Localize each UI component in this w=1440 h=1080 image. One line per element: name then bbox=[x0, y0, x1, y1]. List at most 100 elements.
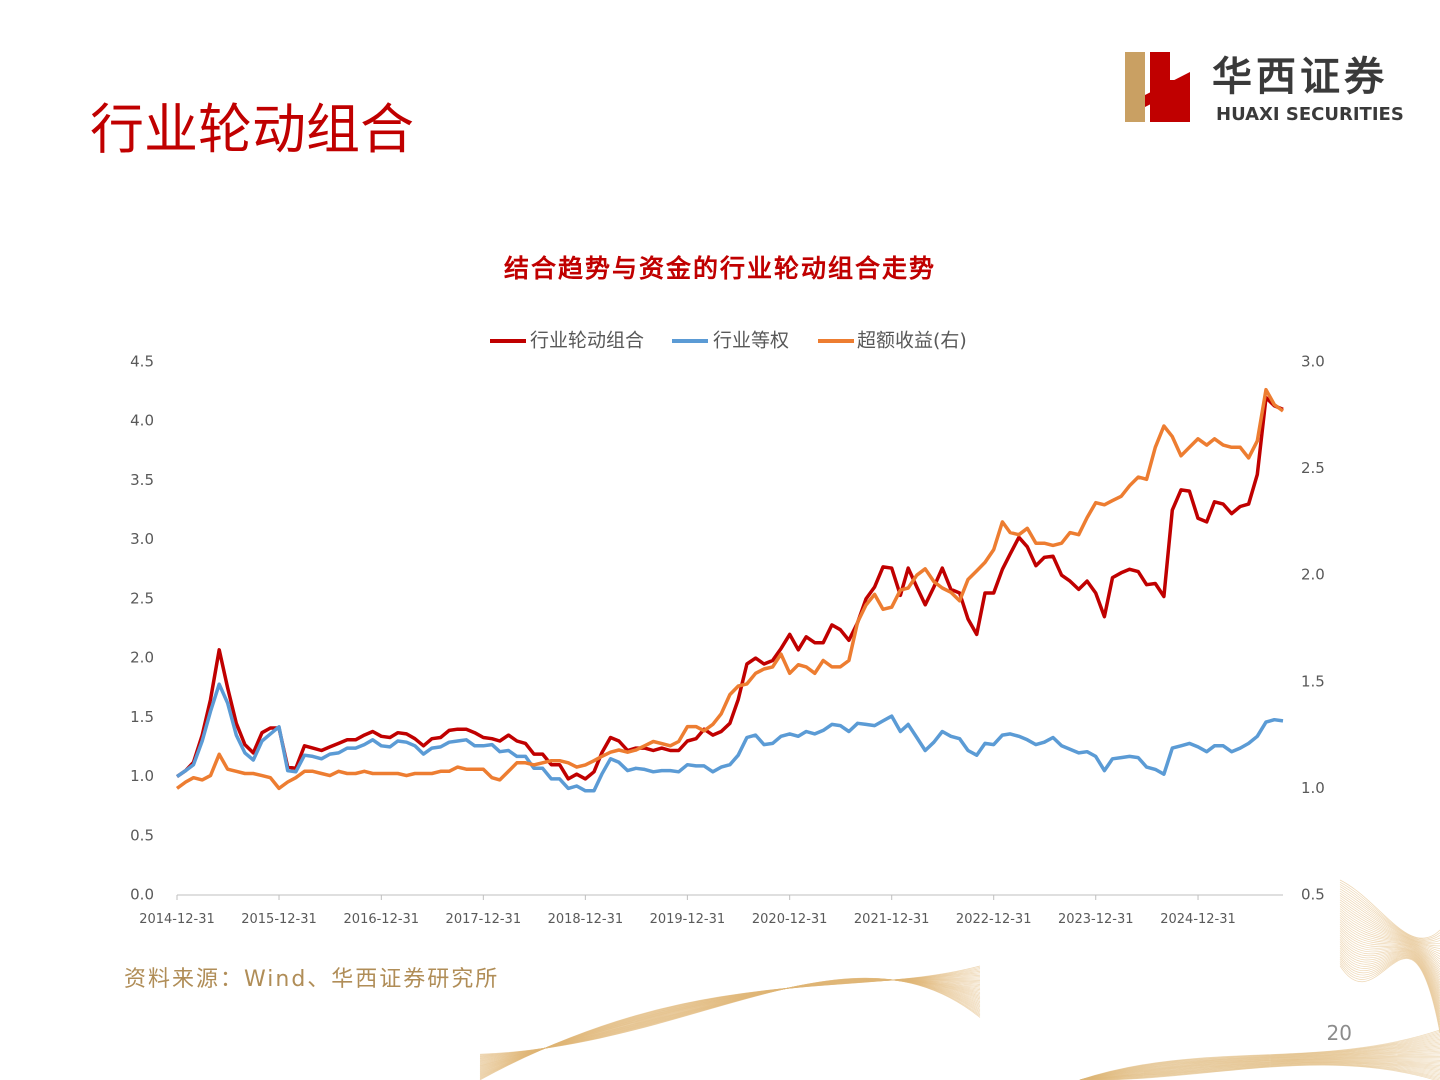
series-line bbox=[175, 387, 1285, 791]
x-tick-label: 2018-12-31 bbox=[548, 912, 624, 927]
x-tick-label: 2021-12-31 bbox=[854, 912, 930, 927]
decoration-wave bbox=[479, 979, 981, 1064]
decoration-wave bbox=[1339, 917, 1440, 976]
y-tick-label: 3.0 bbox=[130, 530, 154, 548]
decoration-wave bbox=[1339, 919, 1440, 978]
decoration-wave bbox=[1339, 941, 1440, 1005]
decoration-wave bbox=[1339, 923, 1440, 983]
decoration-wave bbox=[1339, 897, 1440, 952]
slide-title: 行业轮动组合 bbox=[90, 98, 414, 161]
decoration-wave bbox=[1339, 892, 1440, 947]
y-tick-label: 1.5 bbox=[130, 708, 154, 726]
logo-icon bbox=[1125, 52, 1190, 122]
decoration-wave bbox=[1339, 943, 1440, 1007]
y-tick-label: 0.0 bbox=[130, 886, 154, 904]
decoration-wave bbox=[479, 979, 981, 1070]
decoration-wave bbox=[1339, 921, 1440, 981]
decoration-wave bbox=[1339, 928, 1440, 989]
decoration-wave bbox=[1339, 930, 1440, 991]
decoration-wave bbox=[1339, 910, 1440, 968]
decoration-wave bbox=[479, 966, 981, 1080]
x-tick-label: 2024-12-31 bbox=[1160, 912, 1236, 927]
decoration-wave bbox=[479, 974, 981, 1076]
x-tick-label: 2014-12-31 bbox=[139, 912, 215, 927]
decoration-wave bbox=[479, 968, 981, 1079]
decoration-wave bbox=[1339, 956, 1440, 1026]
page-number: 20 bbox=[1327, 1021, 1352, 1045]
series-line bbox=[176, 682, 1284, 793]
decoration-wave bbox=[1339, 881, 1440, 940]
decoration-wave bbox=[479, 978, 981, 1062]
decoration-wave bbox=[1339, 879, 1440, 939]
decoration-wave bbox=[479, 979, 981, 1070]
decoration-wave bbox=[1080, 1064, 1437, 1080]
decoration-wave bbox=[1339, 934, 1440, 997]
y-tick-label: 2.5 bbox=[130, 589, 154, 607]
x-tick-label: 2016-12-31 bbox=[344, 912, 420, 927]
x-tick-label: 2020-12-31 bbox=[752, 912, 828, 927]
series-line bbox=[176, 395, 1284, 781]
decoration-wave bbox=[1339, 884, 1440, 941]
decoration-wave bbox=[1339, 947, 1440, 1012]
decoration-wave bbox=[1339, 939, 1440, 1002]
decoration-wave bbox=[479, 979, 981, 1068]
decoration-wave bbox=[1339, 957, 1440, 1028]
decoration-wave bbox=[1339, 890, 1440, 945]
decoration-wave bbox=[1339, 899, 1440, 955]
x-tick-label: 2017-12-31 bbox=[446, 912, 522, 927]
decoration-wave bbox=[479, 979, 981, 1073]
y-tick-label: 1.0 bbox=[130, 767, 154, 785]
decoration-wave bbox=[1339, 908, 1440, 965]
decoration-wave bbox=[479, 965, 981, 1080]
decoration-wave bbox=[479, 979, 981, 1065]
legend-label: 行业等权 bbox=[713, 330, 789, 352]
y-tick-label: 3.5 bbox=[130, 471, 154, 489]
decoration-wave bbox=[479, 977, 981, 1056]
logo-bar bbox=[1125, 52, 1145, 122]
x-tick-label: 2015-12-31 bbox=[241, 912, 317, 927]
decoration-wave bbox=[479, 979, 981, 1066]
logo-name: 华西证券 bbox=[1212, 54, 1388, 100]
decoration-wave bbox=[479, 978, 981, 1060]
decoration-wave bbox=[479, 979, 981, 1074]
x-tick-label: 2019-12-31 bbox=[650, 912, 726, 927]
y-tick-label: 0.5 bbox=[130, 826, 154, 844]
decoration-wave bbox=[1339, 888, 1440, 943]
logo-bar bbox=[1150, 52, 1170, 122]
decoration-wave bbox=[479, 978, 981, 1063]
decoration-wave bbox=[479, 978, 981, 1061]
decoration-wave bbox=[479, 978, 981, 1062]
decoration-wave bbox=[479, 979, 981, 1067]
decoration-wave bbox=[1339, 914, 1440, 973]
decoration-wave bbox=[1339, 895, 1440, 949]
decoration-wave bbox=[1339, 945, 1440, 1010]
decoration-wave bbox=[1339, 932, 1440, 994]
y-tick-label: 4.0 bbox=[130, 412, 154, 430]
decoration-wave bbox=[1339, 906, 1440, 962]
decoration-wave bbox=[1339, 954, 1440, 1020]
chart-title: 结合趋势与资金的行业轮动组合走势 bbox=[504, 254, 936, 283]
decoration-wave bbox=[479, 972, 981, 1078]
decoration-wave bbox=[479, 979, 981, 1072]
decoration-wave bbox=[1339, 925, 1440, 986]
decoration-wave bbox=[479, 979, 981, 1071]
decoration-wave bbox=[479, 976, 981, 1076]
x-tick-label: 2023-12-31 bbox=[1058, 912, 1134, 927]
y2-tick-label: 2.0 bbox=[1301, 566, 1325, 584]
decoration-wave bbox=[479, 970, 981, 1078]
decoration-wave bbox=[1339, 950, 1440, 1015]
y2-tick-label: 3.0 bbox=[1301, 353, 1325, 371]
decoration-wave bbox=[479, 979, 981, 1066]
decoration-wave bbox=[1339, 936, 1440, 999]
decoration-wave bbox=[479, 973, 981, 1077]
decoration-wave bbox=[1339, 886, 1440, 942]
decoration-wave bbox=[479, 979, 981, 1072]
y2-tick-label: 1.5 bbox=[1301, 672, 1325, 690]
y2-tick-label: 0.5 bbox=[1301, 886, 1325, 904]
legend-label: 超额收益(右) bbox=[857, 330, 967, 352]
y-tick-label: 2.0 bbox=[130, 649, 154, 667]
decoration-wave bbox=[1339, 952, 1440, 1018]
decoration-wave bbox=[1339, 957, 1440, 1031]
